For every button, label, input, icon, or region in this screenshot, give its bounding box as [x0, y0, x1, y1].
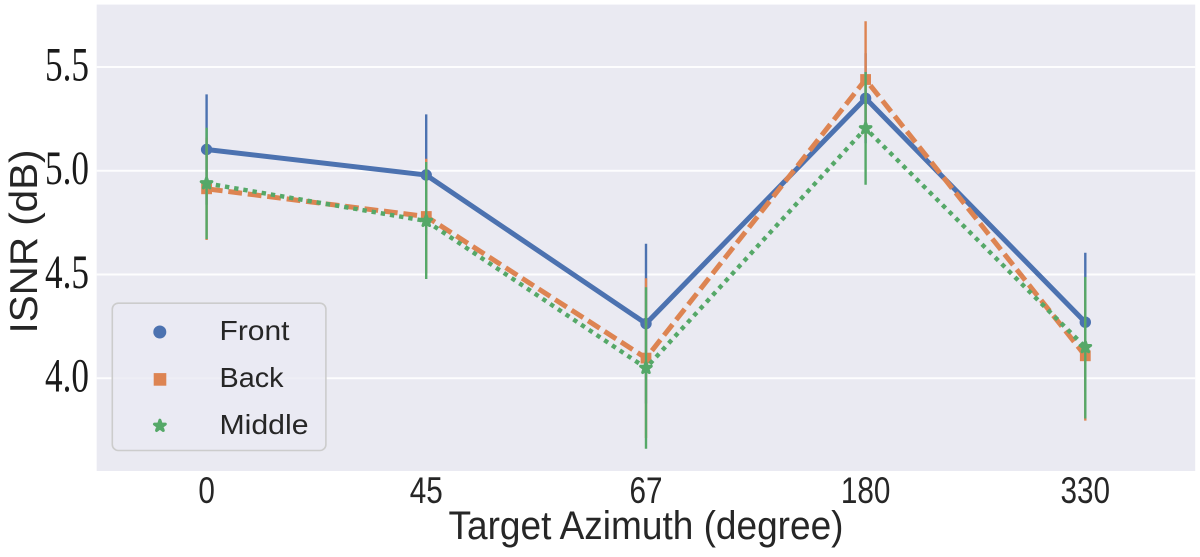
svg-text:67: 67 [630, 470, 663, 511]
svg-text:45: 45 [410, 470, 443, 511]
svg-text:Front: Front [220, 315, 290, 346]
svg-text:Back: Back [220, 362, 285, 393]
svg-text:330: 330 [1061, 470, 1111, 511]
svg-text:Target Azimuth (degree): Target Azimuth (degree) [449, 504, 844, 548]
svg-text:4.0: 4.0 [45, 350, 89, 403]
svg-text:0: 0 [198, 470, 215, 511]
svg-text:5.5: 5.5 [45, 38, 89, 91]
svg-text:ISNR (dB): ISNR (dB) [3, 150, 46, 334]
svg-text:180: 180 [841, 470, 891, 511]
svg-text:4.5: 4.5 [45, 246, 89, 299]
svg-text:Middle: Middle [220, 409, 309, 440]
svg-text:5.0: 5.0 [45, 142, 89, 195]
